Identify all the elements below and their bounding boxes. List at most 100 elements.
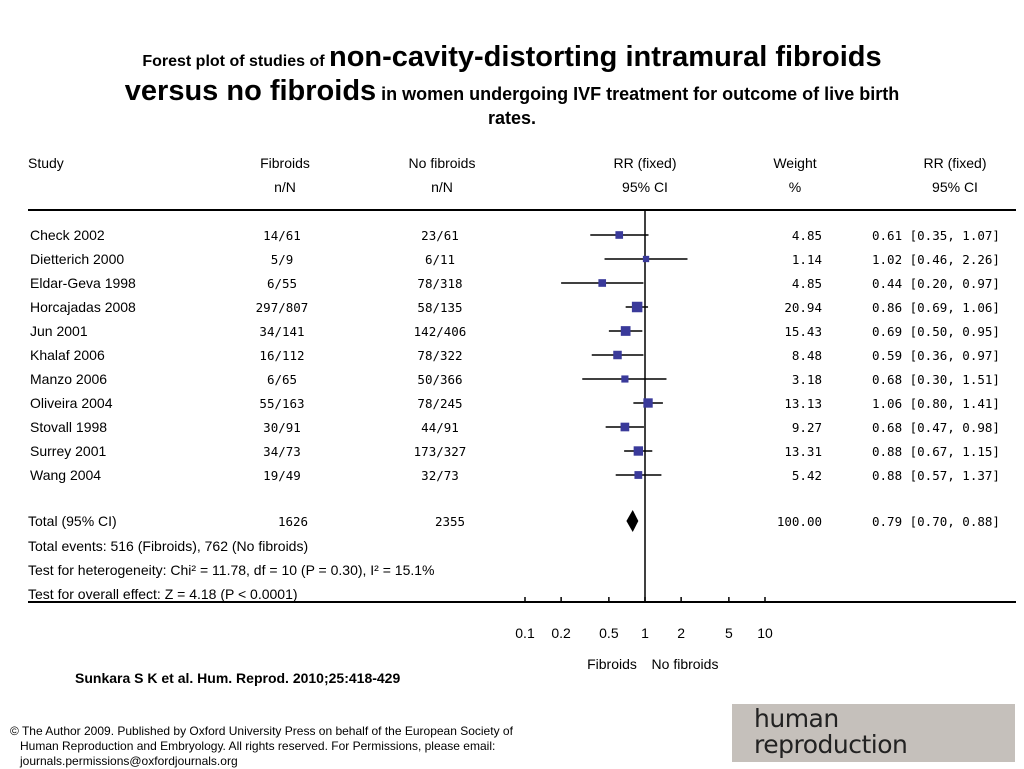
effect-square <box>642 255 650 263</box>
citation: Sunkara S K et al. Hum. Reprod. 2010;25:… <box>75 670 401 686</box>
study-weight: 20.94 <box>784 300 822 315</box>
journal-logo: human reproduction <box>732 704 1015 762</box>
pooled-diamond <box>626 510 639 532</box>
header-no_fibroids: No fibroids <box>409 155 476 171</box>
study-rr-ci: 0.61 [0.35, 1.07] <box>872 228 1000 243</box>
x-tick-label: 10 <box>757 625 773 641</box>
effect-square <box>631 301 643 313</box>
study-rr-ci: 0.59 [0.36, 0.97] <box>872 348 1000 363</box>
study-name: Stovall 1998 <box>30 419 107 435</box>
study-weight: 5.42 <box>792 468 822 483</box>
title-part: versus no fibroids <box>124 75 377 108</box>
study-weight: 13.31 <box>784 444 822 459</box>
fibroids-count: 55/163 <box>259 396 304 411</box>
study-rr-ci: 0.88 [0.57, 1.37] <box>872 468 1000 483</box>
favours-right-label: No fibroids <box>652 656 719 672</box>
total-weight: 100.00 <box>777 514 822 529</box>
summary-note: Test for heterogeneity: Chi² = 11.78, df… <box>28 562 435 578</box>
copyright-line: Human Reproduction and Embryology. All r… <box>20 739 496 753</box>
fibroids-count: 19/49 <box>263 468 301 483</box>
study-name: Surrey 2001 <box>30 443 106 459</box>
header-fibroids-sub: n/N <box>274 179 296 195</box>
header-study: Study <box>28 155 64 171</box>
no-fibroids-count: 32/73 <box>421 468 459 483</box>
header-no_fibroids-sub: n/N <box>431 179 453 195</box>
no-fibroids-count: 78/245 <box>417 396 462 411</box>
study-name: Check 2002 <box>30 227 105 243</box>
study-rr-ci: 0.68 [0.30, 1.51] <box>872 372 1000 387</box>
fibroids-count: 34/141 <box>259 324 304 339</box>
study-weight: 4.85 <box>792 228 822 243</box>
study-weight: 1.14 <box>792 252 822 267</box>
effect-square <box>634 471 643 479</box>
no-fibroids-count: 50/366 <box>417 372 462 387</box>
fibroids-count: 6/65 <box>267 372 297 387</box>
summary-note: Total events: 516 (Fibroids), 762 (No fi… <box>28 538 308 554</box>
x-tick-label: 5 <box>725 625 733 641</box>
favours-left-label: Fibroids <box>587 656 637 672</box>
effect-square <box>598 279 607 287</box>
no-fibroids-count: 173/327 <box>414 444 467 459</box>
header-rr_text-sub: 95% CI <box>932 179 978 195</box>
x-tick-label: 1 <box>641 625 649 641</box>
study-name: Eldar-Geva 1998 <box>30 275 136 291</box>
effect-square <box>620 326 631 336</box>
header-rr_plot: RR (fixed) <box>613 155 676 171</box>
title-part: in women undergoing IVF treatment for ou… <box>376 84 900 105</box>
x-tick-label: 2 <box>677 625 685 641</box>
no-fibroids-count: 58/135 <box>417 300 462 315</box>
fibroids-count: 30/91 <box>263 420 301 435</box>
study-weight: 9.27 <box>792 420 822 435</box>
study-rr-ci: 0.88 [0.67, 1.15] <box>872 444 1000 459</box>
study-name: Dietterich 2000 <box>30 251 124 267</box>
fibroids-count: 6/55 <box>267 276 297 291</box>
no-fibroids-count: 23/61 <box>421 228 459 243</box>
copyright-line: © The Author 2009. Published by Oxford U… <box>10 724 513 738</box>
study-weight: 8.48 <box>792 348 822 363</box>
logo-text: reproduction <box>754 730 908 759</box>
no-fibroids-count: 78/318 <box>417 276 462 291</box>
study-rr-ci: 0.44 [0.20, 0.97] <box>872 276 1000 291</box>
summary-note: Test for overall effect: Z = 4.18 (P < 0… <box>28 586 298 602</box>
fibroids-count: 34/73 <box>263 444 301 459</box>
study-name: Wang 2004 <box>30 467 101 483</box>
study-weight: 15.43 <box>784 324 822 339</box>
study-weight: 13.13 <box>784 396 822 411</box>
study-name: Horcajadas 2008 <box>30 299 136 315</box>
total-rr-ci: 0.79 [0.70, 0.88] <box>872 514 1000 529</box>
study-weight: 3.18 <box>792 372 822 387</box>
effect-square <box>643 398 653 408</box>
fibroids-count: 5/9 <box>271 252 294 267</box>
header-rr_text: RR (fixed) <box>923 155 986 171</box>
study-rr-ci: 0.69 [0.50, 0.95] <box>872 324 1000 339</box>
study-rr-ci: 0.86 [0.69, 1.06] <box>872 300 1000 315</box>
title-part: non-cavity-distorting intramural fibroid… <box>329 41 882 73</box>
effect-square <box>621 375 629 383</box>
x-tick-label: 0.5 <box>599 625 619 641</box>
no-fibroids-count: 78/322 <box>417 348 462 363</box>
fibroids-count: 297/807 <box>256 300 309 315</box>
study-name: Oliveira 2004 <box>30 395 113 411</box>
study-rr-ci: 1.02 [0.46, 2.26] <box>872 252 1000 267</box>
total-no-fibroids: 2355 <box>435 514 465 529</box>
x-tick-label: 0.1 <box>515 625 535 641</box>
header-fibroids: Fibroids <box>260 155 310 171</box>
effect-square <box>615 231 624 239</box>
forest-plot: Study Fibroids n/N No fibroids n/N RR (fixed)… <box>28 155 1016 672</box>
chart-title: Forest plot of studies of non-cavity-dis… <box>20 40 1004 130</box>
total-fibroids: 1626 <box>278 514 308 529</box>
title-part: Forest plot of studies of <box>142 53 329 70</box>
title-part: rates. <box>487 108 537 129</box>
effect-square <box>620 422 630 432</box>
logo-text: human <box>754 704 839 733</box>
header-weight: Weight <box>773 155 816 171</box>
study-name: Manzo 2006 <box>30 371 107 387</box>
header-weight-sub: % <box>789 179 801 195</box>
study-weight: 4.85 <box>792 276 822 291</box>
fibroids-count: 16/112 <box>259 348 304 363</box>
total-label: Total (95% CI) <box>28 513 117 529</box>
no-fibroids-count: 142/406 <box>414 324 467 339</box>
study-rr-ci: 1.06 [0.80, 1.41] <box>872 396 1000 411</box>
effect-square <box>633 446 644 456</box>
copyright-notice: © The Author 2009. Published by Oxford U… <box>10 724 570 769</box>
